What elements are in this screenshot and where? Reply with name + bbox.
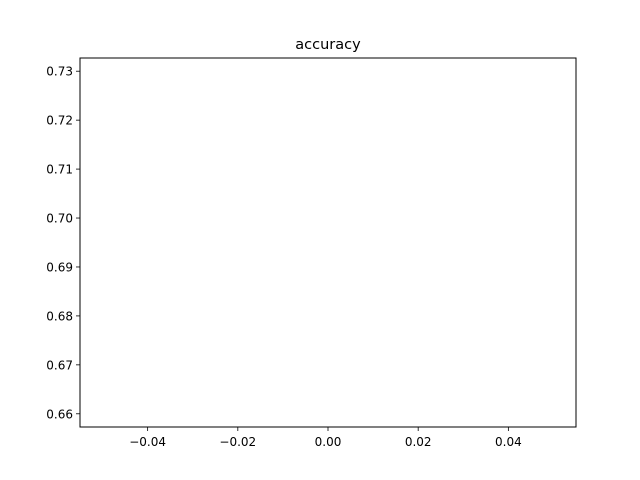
y-tick-label: 0.70: [46, 212, 73, 226]
y-tick-label: 0.72: [46, 114, 73, 128]
axes-frame: [79, 57, 577, 428]
y-tick-label: 0.67: [46, 358, 73, 372]
y-tick-label: 0.68: [46, 309, 73, 323]
y-tick-label: 0.69: [46, 260, 73, 274]
y-tick-label: 0.71: [46, 163, 73, 177]
x-tick-label: −0.04: [129, 435, 166, 449]
x-axis: −0.04 −0.02 0.00 0.02 0.04: [129, 427, 522, 449]
x-tick-label: 0.04: [495, 435, 522, 449]
y-tick-label: 0.73: [46, 65, 73, 79]
x-tick-label: 0.00: [315, 435, 342, 449]
chart-title: accuracy: [295, 37, 361, 53]
x-tick-label: 0.02: [405, 435, 432, 449]
y-tick-label: 0.66: [46, 407, 73, 421]
y-axis: 0.66 0.67 0.68 0.69 0.70 0.71 0.72 0.73: [46, 65, 80, 421]
x-tick-label: −0.02: [219, 435, 256, 449]
